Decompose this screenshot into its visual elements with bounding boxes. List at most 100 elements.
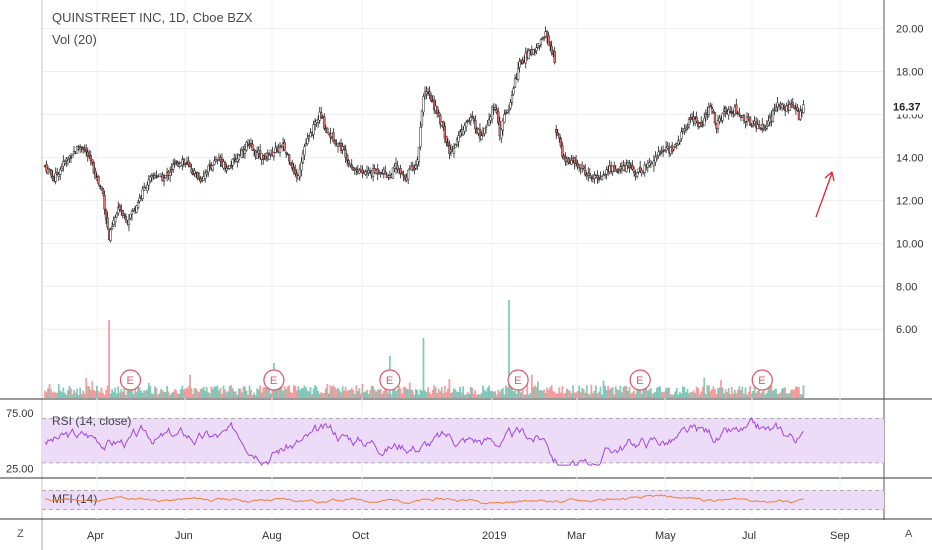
candle-body [278,146,282,153]
volume-bar [555,393,558,398]
volume-bar [437,388,440,398]
volume-bar [289,391,292,398]
candle-body [631,165,634,170]
candle-body [545,30,549,38]
candle-body [274,147,277,153]
volume-bar [723,393,726,398]
candle-body [400,172,404,175]
auto-scale-button[interactable]: A [905,528,913,540]
candle-body [136,202,140,208]
volume-bar [202,386,205,398]
volume-bar [740,389,742,398]
zoom-button-left[interactable]: Z [17,528,24,540]
volume-bar [570,393,573,398]
candle-body [416,159,419,165]
volume-bar [474,390,477,398]
volume-bar [445,392,448,398]
candle-body [452,147,456,154]
y-tick-label: 20.00 [896,24,924,36]
candle-body [507,108,511,112]
candle-body [680,131,683,139]
volume-bar [585,385,588,398]
volume-bar [645,385,648,398]
candle-body [213,160,216,165]
candle-body [533,50,537,53]
volume-bar [634,394,637,398]
volume-bar [605,390,608,398]
volume-bar [530,374,533,398]
candle-body [481,133,485,136]
last-price-label: 16.37 [893,102,921,114]
candle-body [69,157,73,159]
volume-bar [404,386,407,398]
volume-bar [234,391,237,398]
candle-body [632,171,636,174]
rsi-label: RSI (14, close) [52,414,131,428]
volume-bar [288,385,291,398]
volume-bar [80,394,83,398]
candle-body [184,162,187,165]
mfi-line [44,494,804,505]
volume-bar [45,392,48,398]
volume-bar [799,394,802,398]
candle-body [756,124,759,130]
volume-bar [269,393,272,398]
volume-bar [387,392,390,398]
candle-body [480,135,483,140]
volume-bar [331,386,333,398]
candle-body [80,146,83,148]
candle-body [170,169,173,172]
volume-bar [56,392,59,398]
volume-bar [611,387,614,398]
volume-bar [529,393,532,398]
volume-bar [567,390,570,398]
candle-body [791,102,794,106]
y-tick-label: 6.00 [896,324,917,336]
volume-bar [302,387,304,398]
volume-bar [411,390,414,398]
volume-bar [280,387,283,398]
candle-body [535,47,538,51]
volume-bar [488,385,490,398]
arrow-annotation[interactable] [815,171,835,218]
earnings-marker [507,369,529,391]
candle-body [75,146,79,154]
candle-body [672,147,675,150]
candle-body [86,151,89,157]
volume-bar [520,392,523,398]
volume-bar [364,391,367,398]
volume-bar [344,386,347,398]
volume-bar [421,390,423,398]
volume-bar [190,388,193,398]
volume-bar [68,386,71,398]
volume-bar [463,394,466,398]
volume-bar [501,388,504,398]
candle-body [56,171,59,175]
volume-bar [694,392,697,398]
volume-bar [60,392,63,398]
volume-bar [576,391,579,398]
candle-body [613,165,616,172]
candle-body [675,143,678,146]
volume-bar [582,389,585,398]
volume-bar [44,390,46,398]
volume-bar [132,393,135,398]
time-axis[interactable]: Apr Jun Aug Oct 2019 Mar May Jul Sep [41,519,850,550]
volume-bar [483,389,486,398]
volume-bar [724,389,727,398]
volume-bar [743,393,745,398]
candle-body [484,126,488,128]
volume-bar [613,394,616,398]
volume-bar [54,392,57,398]
volume-bar [599,386,602,398]
price-axis[interactable]: 20.0018.0016.0014.0012.0010.008.006.0016… [883,0,926,520]
volume-bar [114,387,117,398]
volume-bar [240,392,243,398]
candle-body [652,160,656,167]
volume-bar [382,390,385,398]
volume-bar [733,389,736,398]
volume-bar [512,391,515,398]
candle-body [490,106,494,120]
candle-body [437,111,440,114]
